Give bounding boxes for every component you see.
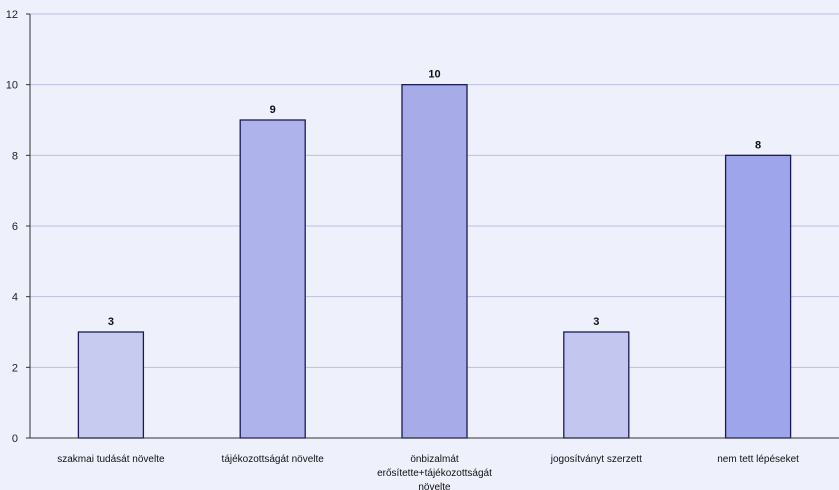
y-tick-label-2: 2 (12, 362, 18, 374)
bar-4 (563, 331, 630, 439)
category-labels: szakmai tudását növelte tájékozottságát n… (57, 454, 799, 490)
category-label-3-line-2: erősítette+tájékozottságát (377, 468, 492, 479)
category-label-4: jogosítványt szerzett (550, 454, 642, 465)
bar-2 (239, 119, 306, 439)
data-label-4: 3 (593, 316, 599, 328)
bar-3 (401, 84, 468, 439)
category-label-3-line-1: önbizalmát (410, 454, 459, 465)
bars (77, 84, 792, 439)
category-label-2: tájékozottságát növelte (222, 454, 325, 465)
data-label-2: 9 (270, 104, 276, 116)
y-tick-label-8: 8 (12, 150, 18, 162)
bar-5 (724, 154, 792, 439)
y-tick-label-10: 10 (6, 80, 18, 92)
data-label-5: 8 (755, 139, 761, 151)
y-tick-label-4: 4 (12, 292, 18, 304)
bar-1 (77, 331, 145, 439)
category-label-5: nem tett lépéseket (717, 454, 799, 465)
y-tick-label-0: 0 (12, 433, 18, 445)
data-labels: 3 9 10 3 8 (108, 69, 761, 328)
y-tick-label-6: 6 (12, 221, 18, 233)
data-label-1: 3 (108, 316, 114, 328)
category-label-3-line-3: növelte (418, 482, 451, 490)
category-label-1: szakmai tudását növelte (57, 454, 165, 465)
y-tick-label-12: 12 (6, 9, 18, 21)
data-label-3: 10 (428, 69, 440, 81)
axes: 0 2 4 6 8 10 12 (6, 9, 839, 445)
